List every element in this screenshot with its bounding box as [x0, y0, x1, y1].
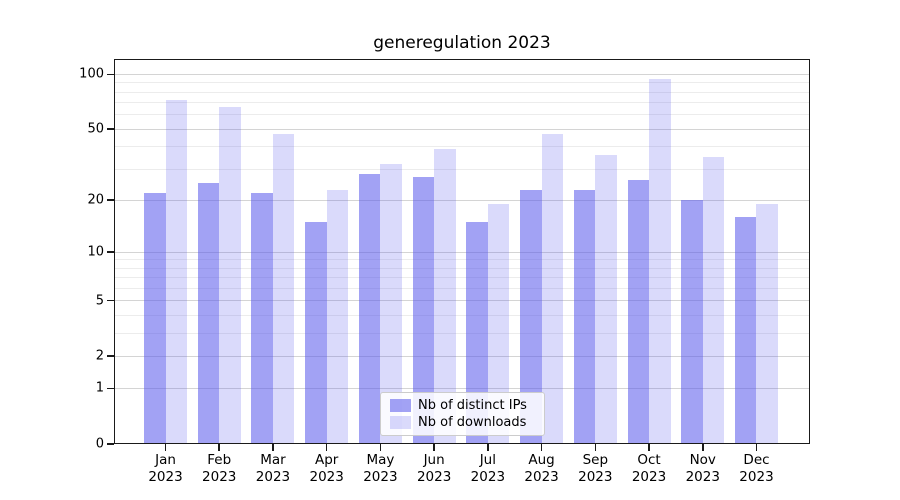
bar [219, 107, 241, 444]
gridline-minor [114, 259, 810, 261]
y-tick-label: 10 [87, 244, 104, 260]
gridline-major [114, 128, 810, 130]
x-tick-label: Jun 2023 [416, 452, 452, 485]
bar [466, 222, 488, 444]
bar [326, 189, 349, 444]
gridline-minor [114, 102, 810, 104]
y-tick [107, 443, 114, 445]
gridline-major [114, 251, 810, 253]
legend: Nb of distinct IPs Nb of downloads [380, 392, 545, 436]
y-tick [107, 355, 114, 357]
legend-swatch-downloads [390, 416, 411, 429]
y-tick [107, 199, 114, 201]
y-tick [107, 251, 114, 253]
x-tick [164, 444, 167, 451]
bar [380, 164, 402, 444]
gridline-minor [114, 332, 810, 334]
x-tick [487, 444, 489, 451]
bar [358, 174, 381, 444]
gridline-major [114, 73, 810, 75]
x-tick [272, 444, 274, 451]
gridline-major [114, 300, 810, 302]
gridline-major [114, 199, 810, 201]
chart-title: generegulation 2023 [373, 33, 551, 53]
x-tick [702, 444, 704, 451]
x-tick [379, 444, 382, 451]
bar [251, 192, 273, 444]
gridline-minor [114, 91, 810, 93]
x-tick [540, 444, 543, 451]
x-tick-label: Sep 2023 [578, 452, 613, 485]
gridline-minor [114, 287, 810, 289]
gridline-minor [114, 267, 810, 269]
y-tick-label: 50 [87, 121, 104, 137]
y-tick [107, 299, 114, 302]
gridline-minor [114, 314, 810, 316]
gridline-minor [114, 277, 810, 278]
x-tick-label: Nov 2023 [685, 452, 720, 485]
y-tick-label: 20 [87, 192, 104, 208]
y-tick [107, 387, 114, 390]
x-tick [755, 444, 758, 451]
y-tick [107, 128, 114, 130]
bar [305, 222, 327, 444]
x-tick-label: Jul 2023 [470, 452, 506, 485]
x-tick [325, 444, 328, 451]
legend-label: Nb of distinct IPs [418, 398, 527, 413]
y-tick-label: 0 [95, 436, 104, 452]
bar [412, 177, 435, 444]
x-tick-label: Apr 2023 [309, 452, 344, 485]
x-tick-label: Oct 2023 [631, 452, 667, 485]
bar [165, 100, 187, 444]
bar [756, 204, 778, 444]
bar [541, 134, 564, 444]
y-tick [107, 73, 114, 76]
bar [487, 204, 510, 444]
y-tick-label: 100 [79, 66, 104, 82]
x-tick-label: Dec 2023 [739, 452, 774, 485]
legend-swatch-distinct-ips [390, 399, 411, 412]
bar [434, 148, 456, 444]
x-tick [594, 444, 597, 451]
y-tick-label: 5 [95, 293, 104, 309]
bar [520, 189, 542, 444]
x-tick [433, 444, 435, 451]
x-tick [218, 444, 220, 451]
gridline-minor [114, 82, 810, 84]
bar [681, 200, 703, 444]
gridline-minor [114, 146, 810, 148]
x-tick [648, 444, 650, 451]
x-tick-label: Jan 2023 [148, 452, 183, 485]
legend-item: Nb of downloads [390, 415, 535, 430]
x-tick-label: Aug 2023 [524, 452, 559, 485]
bar [573, 189, 596, 444]
gridline-minor [114, 168, 810, 170]
legend-label: Nb of downloads [418, 415, 527, 430]
legend-item: Nb of distinct IPs [390, 398, 535, 413]
gridline-major [114, 355, 810, 357]
x-tick-label: Mar 2023 [255, 452, 291, 485]
x-tick-label: May 2023 [363, 452, 398, 485]
bar [734, 217, 757, 444]
plot-area [114, 59, 810, 444]
bar [144, 192, 166, 444]
y-tick-label: 2 [95, 348, 104, 364]
bar [702, 157, 725, 444]
bar [272, 134, 295, 444]
gridline-minor [114, 114, 810, 116]
bar [197, 183, 220, 444]
x-tick-label: Feb 2023 [202, 452, 237, 485]
gridline-major [114, 388, 810, 389]
bar [649, 78, 671, 444]
y-tick-label: 1 [95, 380, 104, 396]
bar [627, 180, 650, 444]
bar [595, 154, 617, 444]
